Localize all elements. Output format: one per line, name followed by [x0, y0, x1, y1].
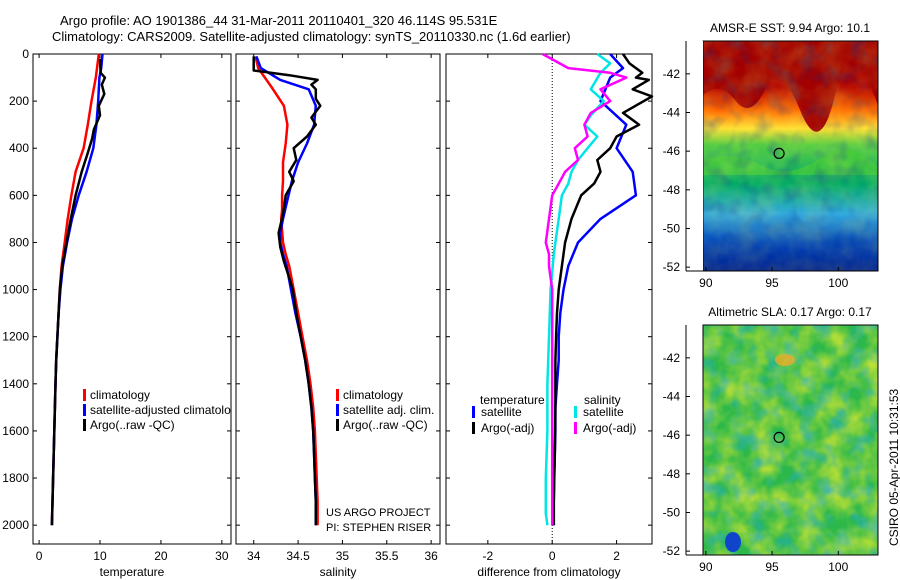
difference-panel: -2 0 2 difference from climatology temperatu… [445, 52, 654, 579]
sla-heatmap [703, 325, 878, 555]
temperature-legend-label: climatology [90, 388, 150, 402]
temperature-series-black-line [50, 58, 107, 526]
sla-map-ytick-label: -48 [663, 467, 681, 481]
sla-argo-marker [773, 431, 785, 443]
temperature-xtick-label: 10 [93, 549, 107, 563]
figure-title-line2: Climatology: CARS2009. Satellite-adjuste… [52, 29, 571, 44]
temperature-plot-area [32, 53, 232, 545]
temperature-ytick-label: 800 [9, 235, 29, 249]
salinity-panel: 34 34.5 35 35.5 36 salinity climatologysatelli… [235, 53, 441, 579]
salinity-legend-swatch [336, 404, 339, 416]
temperature-ytick-label: 2000 [2, 518, 29, 532]
difference-legend-swatch [574, 422, 577, 434]
sst-map-ytick-label: -52 [663, 260, 681, 274]
difference-legend-label: Argo(-adj) [481, 421, 534, 435]
salinity-xtick-label: 36 [424, 549, 438, 563]
salinity-plot-area [235, 53, 441, 545]
figure-title-line1: Argo profile: AO 1901386_44 31-Mar-2011 … [60, 13, 498, 28]
difference-series-magenta-line [541, 52, 628, 526]
sst-map-xtick-label: 90 [699, 276, 713, 290]
temperature-ytick-label: 1600 [2, 424, 29, 438]
temperature-ytick-label: 0 [22, 47, 29, 61]
temperature-xtick-label: 30 [215, 549, 229, 563]
temperature-xtick-label: 0 [36, 549, 43, 563]
sst-map-xtick-label: 95 [765, 276, 779, 290]
sst-heatmap [703, 41, 878, 271]
sla-map-axes: 90 95 100 -42 -44 -46 -48 -50 -52 [663, 325, 878, 574]
sla-map-ytick-label: -52 [663, 544, 681, 558]
salinity-series-black-line [252, 56, 322, 526]
difference-legend-label: satellite [583, 405, 624, 419]
temperature-legend-swatch [83, 404, 86, 416]
temperature-xtick-label: 20 [154, 549, 168, 563]
salinity-legend-label: Argo(..raw -QC) [343, 418, 428, 432]
temperature-ytick-label: 400 [9, 141, 29, 155]
temperature-ytick-label: 1000 [2, 283, 29, 297]
difference-series-cyan-line [544, 52, 612, 526]
sst-map-ytick-label: -50 [663, 221, 681, 235]
difference-legend-group-title: salinity [584, 393, 621, 407]
temperature-ytick-label: 600 [9, 188, 29, 202]
temperature-panel: 0 10 20 30 0 200 400 600 800 1000 1200 1400 1600 1800… [2, 47, 232, 579]
project-annotation: PI: STEPHEN RISER [326, 522, 431, 534]
difference-plot-area [445, 53, 653, 545]
temperature-xlabel: temperature [100, 565, 165, 579]
difference-xtick-label: -2 [483, 549, 494, 563]
salinity-xlabel: salinity [320, 565, 357, 579]
sla-map-xtick-label: 95 [765, 560, 779, 574]
temperature-ytick-label: 1800 [2, 471, 29, 485]
sst-map-panel: AMSR-E SST: 9.94 Argo: 10.1 90 95 100 -42 -4… [663, 21, 879, 290]
sst-map-title: AMSR-E SST: 9.94 Argo: 10.1 [710, 21, 870, 35]
sla-map-ytick-label: -50 [663, 505, 681, 519]
difference-legend-label: Argo(-adj) [583, 421, 636, 435]
temperature-ytick-label: 1200 [2, 330, 29, 344]
salinity-legend-swatch [336, 389, 339, 401]
difference-legend-swatch [472, 406, 475, 418]
sla-map-ytick-label: -42 [663, 351, 681, 365]
sla-map-ytick-label: -46 [663, 428, 681, 442]
salinity-legend-swatch [336, 419, 339, 431]
sst-map-ytick-label: -42 [663, 67, 681, 81]
sla-map-ytick-label: -44 [663, 390, 681, 404]
temperature-legend-label: satellite-adjusted climatolo [90, 403, 231, 417]
salinity-xtick-label: 34.5 [286, 549, 310, 563]
difference-legend-label: satellite [481, 405, 522, 419]
sla-map-xtick-label: 100 [828, 560, 848, 574]
salinity-xtick-label: 35.5 [375, 549, 399, 563]
temperature-ytick-label: 1400 [2, 377, 29, 391]
sst-argo-marker [773, 147, 785, 159]
project-annotation: US ARGO PROJECT [326, 507, 431, 519]
difference-xtick-label: 0 [549, 549, 556, 563]
difference-legend-group-title: temperature [480, 393, 545, 407]
salinity-xtick-label: 35 [336, 549, 350, 563]
difference-legend-swatch [574, 406, 577, 418]
difference-series-black-line [552, 53, 654, 526]
difference-xtick-label: 2 [613, 549, 620, 563]
temperature-legend-swatch [83, 419, 86, 431]
salinity-legend-label: satellite adj. clim. [343, 403, 434, 417]
sst-map-ytick-label: -46 [663, 144, 681, 158]
temperature-ytick-label: 200 [9, 94, 29, 108]
salinity-xtick-label: 34 [247, 549, 261, 563]
sla-map-xtick-label: 90 [699, 560, 713, 574]
sst-map-ytick-label: -44 [663, 106, 681, 120]
salinity-series-red-line [254, 56, 319, 526]
sla-map-panel: Altimetric SLA: 0.17 Argo: 0.17 90 95 100 -… [663, 305, 879, 574]
temperature-legend-swatch [83, 389, 86, 401]
salinity-legend-label: climatology [343, 388, 403, 402]
sst-map-xtick-label: 100 [828, 276, 848, 290]
sst-map-ytick-label: -48 [663, 183, 681, 197]
sla-map-title: Altimetric SLA: 0.17 Argo: 0.17 [708, 305, 872, 319]
difference-xlabel: difference from climatology [477, 565, 620, 579]
temperature-legend-label: Argo(..raw -QC) [90, 418, 175, 432]
difference-legend-swatch [472, 422, 475, 434]
sst-map-axes: 90 95 100 -42 -44 -46 -48 -50 -52 [663, 41, 878, 290]
